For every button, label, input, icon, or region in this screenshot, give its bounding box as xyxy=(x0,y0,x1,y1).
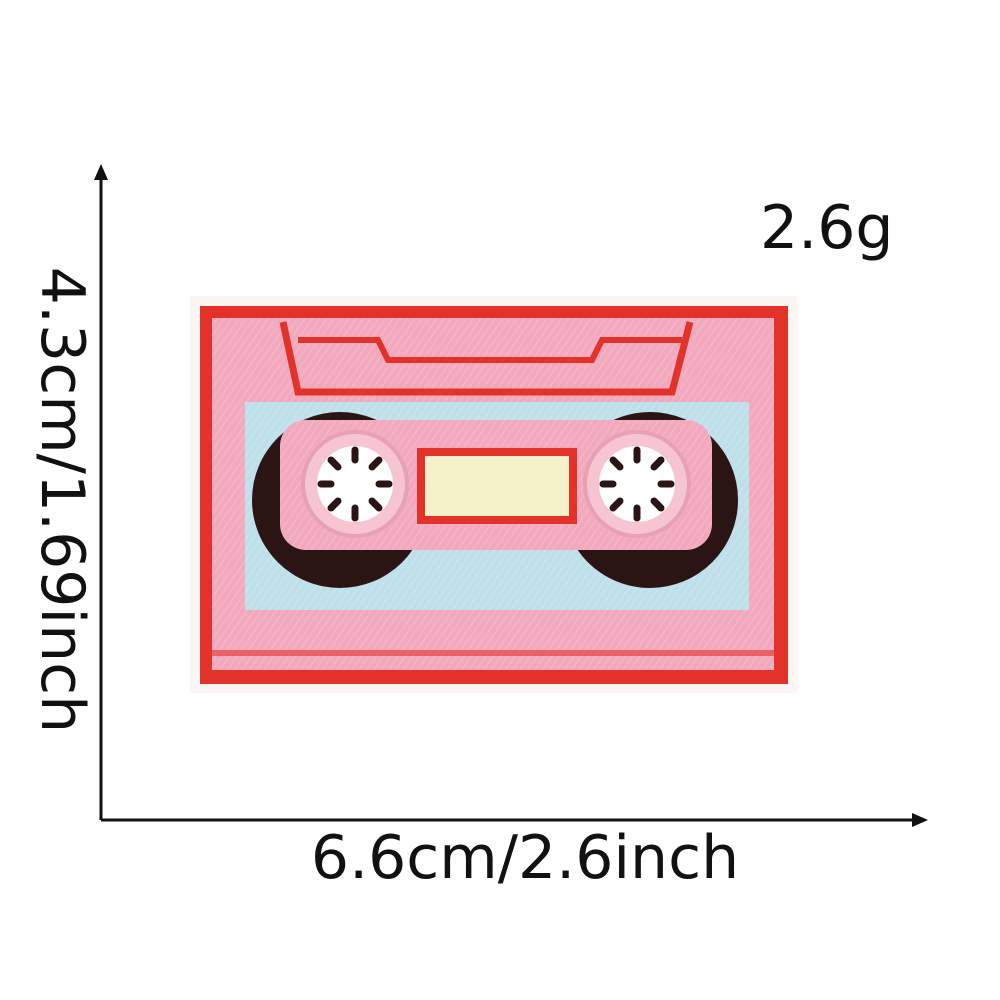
right-reel xyxy=(583,430,691,538)
height-dimension-label: 4.3cm/1.69inch xyxy=(27,266,97,734)
weight-label: 2.6g xyxy=(760,193,894,263)
cassette-top-ridge xyxy=(279,321,694,396)
vertical-arrow-head xyxy=(94,164,108,180)
dimension-axes xyxy=(94,164,928,827)
width-dimension-label: 6.6cm/2.6inch xyxy=(310,823,740,893)
horizontal-arrow-head xyxy=(912,813,928,827)
left-reel xyxy=(301,430,409,538)
cassette-patch xyxy=(190,296,798,693)
